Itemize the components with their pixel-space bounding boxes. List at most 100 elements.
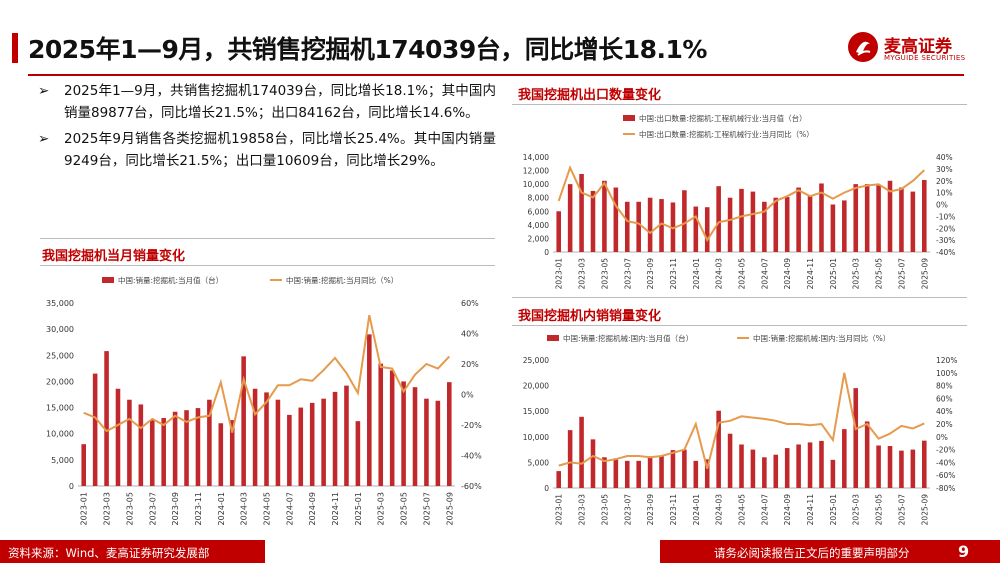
arrow-bullet-icon: ➢ bbox=[38, 131, 50, 147]
x-tick-label: 2025-09 bbox=[445, 492, 454, 525]
bar bbox=[104, 351, 109, 486]
header-divider bbox=[28, 74, 964, 76]
legend-bar-swatch bbox=[102, 277, 114, 283]
bar bbox=[727, 197, 733, 252]
bar bbox=[287, 414, 292, 486]
bar bbox=[389, 370, 395, 486]
bar bbox=[149, 420, 155, 486]
y-tick-label: 5,000 bbox=[528, 458, 550, 467]
legend-line-label: 中国:销量:挖掘机:当月同比（%） bbox=[286, 275, 398, 285]
y2-tick-label: 60% bbox=[461, 299, 479, 308]
section-divider bbox=[512, 297, 967, 298]
y2-tick-label: 10% bbox=[936, 189, 953, 198]
bar bbox=[887, 180, 893, 252]
x-tick-label: 2024-11 bbox=[806, 258, 815, 290]
bar bbox=[842, 200, 847, 252]
bar bbox=[819, 183, 824, 252]
x-tick-label: 2023-11 bbox=[194, 492, 203, 525]
y2-tick-label: -20% bbox=[461, 421, 482, 430]
bar bbox=[842, 429, 847, 488]
bar bbox=[876, 185, 881, 252]
y-tick-label: 8,000 bbox=[528, 194, 550, 203]
bar bbox=[252, 388, 258, 486]
summary-bullets: ➢ 2025年1—9月，共销售挖掘机174039台，同比增长18.1%；其中国内… bbox=[38, 80, 496, 176]
y-tick-label: 0 bbox=[69, 482, 74, 491]
bar bbox=[864, 421, 870, 488]
y2-tick-label: 0% bbox=[936, 433, 948, 442]
chart-legend: 中国:销量:挖掘机:当月值（台） 中国:销量:挖掘机:当月同比（%） bbox=[102, 275, 398, 285]
bar bbox=[613, 458, 619, 488]
bar bbox=[367, 334, 372, 486]
bar bbox=[819, 440, 824, 488]
x-tick-label: 2025-01 bbox=[829, 494, 838, 526]
y2-tick-label: -10% bbox=[936, 212, 955, 221]
yoy-line bbox=[557, 165, 925, 243]
x-tick-label: 2025-03 bbox=[852, 494, 861, 526]
y2-tick-label: -80% bbox=[936, 484, 955, 493]
bar bbox=[579, 173, 584, 252]
bar bbox=[447, 382, 452, 486]
legend-bar-label: 中国:销量:挖掘机:当月值（台） bbox=[118, 275, 223, 285]
y2-tick-label: 120% bbox=[936, 356, 957, 365]
bar bbox=[682, 190, 687, 252]
x-tick-label: 2025-07 bbox=[897, 258, 906, 290]
bar bbox=[796, 187, 801, 252]
bar bbox=[207, 399, 212, 486]
bar bbox=[899, 187, 904, 252]
legend-bar-swatch bbox=[547, 335, 559, 341]
bar bbox=[830, 459, 836, 488]
x-tick-label: 2023-05 bbox=[600, 258, 609, 290]
footer-disclaimer: 请务必阅读报告正文后的重要声明部分 bbox=[714, 546, 910, 560]
y2-tick-label: 100% bbox=[936, 369, 957, 378]
bar bbox=[704, 459, 710, 488]
y-tick-label: 20,000 bbox=[523, 382, 549, 391]
y2-tick-label: -20% bbox=[936, 446, 955, 455]
y2-tick-label: -40% bbox=[461, 452, 482, 461]
bar bbox=[773, 197, 779, 252]
x-tick-label: 2024-05 bbox=[738, 258, 747, 290]
bar bbox=[401, 381, 406, 486]
bar bbox=[796, 444, 801, 488]
x-tick-label: 2024-05 bbox=[263, 492, 272, 525]
bar bbox=[309, 402, 315, 486]
y2-tick-label: -20% bbox=[936, 224, 955, 233]
logo-name: 麦高证券 bbox=[884, 37, 952, 57]
bar bbox=[602, 180, 607, 252]
bar bbox=[241, 356, 246, 486]
y2-tick-label: 20% bbox=[936, 420, 953, 429]
x-tick-label: 2024-11 bbox=[331, 492, 340, 525]
x-tick-label: 2023-01 bbox=[80, 492, 89, 525]
bar bbox=[332, 391, 338, 486]
yoy-line bbox=[558, 372, 925, 470]
logo-icon bbox=[848, 32, 878, 62]
x-tick-label: 2025-01 bbox=[354, 492, 363, 525]
x-tick-label: 2023-07 bbox=[623, 258, 632, 290]
y2-tick-label: 40% bbox=[461, 330, 479, 339]
bar bbox=[807, 195, 813, 252]
x-tick-label: 2025-05 bbox=[875, 494, 884, 526]
bullet-text: 2025年9月销售各类挖掘机19858台，同比增长25.4%。其中国内销量924… bbox=[64, 131, 496, 169]
section-title-total: 我国挖掘机当月销量变化 bbox=[42, 249, 186, 264]
bar bbox=[424, 398, 429, 486]
section-divider bbox=[512, 104, 967, 105]
y-tick-label: 14,000 bbox=[523, 153, 549, 162]
y-tick-label: 0 bbox=[544, 484, 549, 493]
x-tick-label: 2024-05 bbox=[738, 494, 747, 526]
bar bbox=[853, 184, 859, 252]
bar bbox=[613, 187, 619, 252]
footer-source-bg bbox=[0, 540, 265, 563]
bar bbox=[161, 418, 166, 486]
bar bbox=[115, 388, 121, 486]
x-tick-label: 2023-07 bbox=[148, 492, 157, 525]
bar bbox=[218, 423, 224, 486]
bar bbox=[412, 387, 418, 486]
title-accent-bar bbox=[12, 33, 18, 63]
x-tick-label: 2025-09 bbox=[920, 258, 929, 290]
x-tick-label: 2024-11 bbox=[806, 494, 815, 526]
y-tick-label: 20,000 bbox=[46, 377, 74, 386]
x-tick-label: 2023-11 bbox=[669, 494, 678, 526]
bar bbox=[727, 433, 733, 488]
page-number: 9 bbox=[958, 542, 970, 561]
arrow-bullet-icon: ➢ bbox=[38, 83, 50, 99]
y2-tick-label: 0% bbox=[936, 201, 948, 210]
